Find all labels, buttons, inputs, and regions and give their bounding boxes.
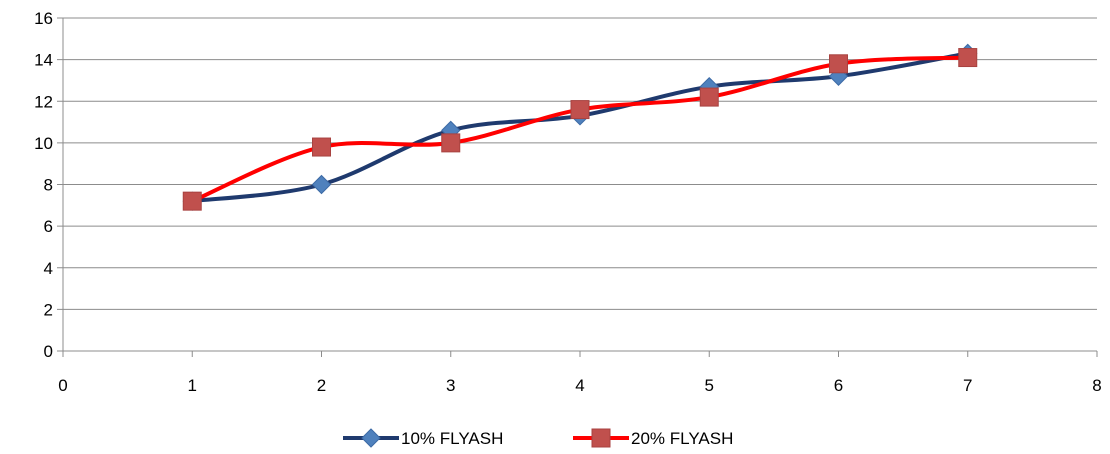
y-tick-label-8: 8 xyxy=(44,176,53,195)
x-tick-label-5: 5 xyxy=(705,376,714,395)
legend-item-10-flyash: 10% FLYASH xyxy=(343,429,503,448)
x-tick-label-7: 7 xyxy=(963,376,972,395)
x-tick-label-1: 1 xyxy=(188,376,197,395)
data-point-20-flyash-2 xyxy=(313,138,331,156)
y-tick-label-2: 2 xyxy=(44,300,53,319)
x-tick-label-2: 2 xyxy=(317,376,326,395)
y-tick-label-16: 16 xyxy=(34,9,53,28)
data-point-20-flyash-7 xyxy=(959,49,977,67)
data-point-20-flyash-4 xyxy=(571,101,589,119)
legend: 10% FLYASH 20% FLYASH xyxy=(343,429,733,448)
series-line-20-flyash xyxy=(192,58,968,202)
y-tick-label-0: 0 xyxy=(44,342,53,361)
data-point-20-flyash-3 xyxy=(442,134,460,152)
x-tick-label-6: 6 xyxy=(834,376,843,395)
x-tick-label-3: 3 xyxy=(446,376,455,395)
data-point-10-flyash-2 xyxy=(313,176,331,194)
y-tick-label-12: 12 xyxy=(34,92,53,111)
series-line-10-flyash xyxy=(192,53,968,201)
data-point-20-flyash-6 xyxy=(830,55,848,73)
series-10-flyash xyxy=(183,44,977,210)
data-point-20-flyash-1 xyxy=(183,192,201,210)
legend-swatch-marker-10-flyash xyxy=(362,429,380,447)
x-tick-label-4: 4 xyxy=(575,376,584,395)
y-tick-label-4: 4 xyxy=(44,259,53,278)
legend-label-20-flyash: 20% FLYASH xyxy=(631,429,733,448)
y-tick-label-10: 10 xyxy=(34,134,53,153)
legend-label-10-flyash: 10% FLYASH xyxy=(401,429,503,448)
legend-swatch-marker-20-flyash xyxy=(592,429,610,447)
legend-item-20-flyash: 20% FLYASH xyxy=(573,429,733,448)
y-tick-label-14: 14 xyxy=(34,51,53,70)
y-tick-label-6: 6 xyxy=(44,217,53,236)
x-tick-label-0: 0 xyxy=(58,376,67,395)
gridlines xyxy=(63,18,1097,309)
data-point-20-flyash-5 xyxy=(700,88,718,106)
series xyxy=(183,44,977,210)
x-tick-label-8: 8 xyxy=(1092,376,1101,395)
